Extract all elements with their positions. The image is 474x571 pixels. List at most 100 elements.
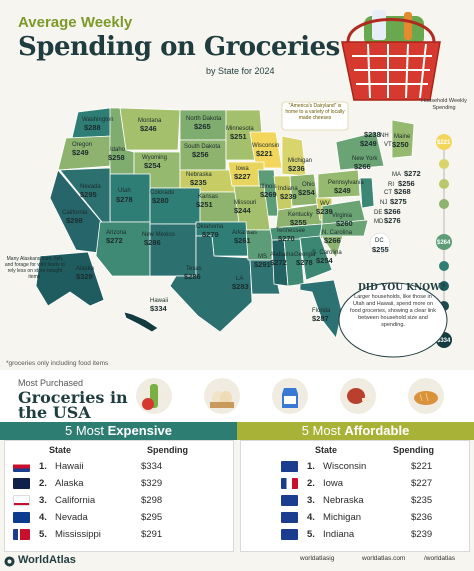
label-oklahoma: Oklahoma xyxy=(196,224,224,230)
value-iowa: $227 xyxy=(234,172,251,181)
label-washington: Washington xyxy=(82,117,113,123)
value-georgia: $278 xyxy=(296,258,313,267)
label-de: DE xyxy=(374,210,382,216)
state-florida xyxy=(299,279,343,339)
value-dc: $255 xyxy=(372,245,389,254)
value-michigan: $236 xyxy=(288,164,305,173)
state-new-york xyxy=(335,131,385,171)
label-kansas: Kansas xyxy=(198,194,218,200)
flag-california-icon xyxy=(13,495,30,506)
label-vt: VT xyxy=(384,142,392,148)
value-nh: $238 xyxy=(364,130,381,139)
col-spending: Spending xyxy=(393,445,434,455)
most-purchased-panel: Most Purchased Groceries in the USA xyxy=(0,370,474,422)
label-arizona: Arizona xyxy=(106,230,127,236)
state-nevada xyxy=(59,167,111,234)
label-kentucky: Kentucky xyxy=(288,212,313,218)
milk-icon xyxy=(272,378,308,414)
state-alaska xyxy=(35,251,105,307)
label-california: California xyxy=(62,210,88,216)
label-alabama: Alabama xyxy=(270,252,294,258)
value-north-dakota: $265 xyxy=(194,122,211,131)
value-nevada: $295 xyxy=(80,190,97,199)
legend-swatch xyxy=(436,234,452,250)
value-vt: $249 xyxy=(360,139,377,148)
most-purchased-label: Most Purchased xyxy=(18,378,84,388)
legend-max: $334 xyxy=(437,338,451,344)
table-row: 4. Michigan $236 xyxy=(281,510,474,526)
value-wyoming: $254 xyxy=(144,161,162,170)
table-row: 1. Wisconsin $221 xyxy=(281,459,474,475)
state-georgia xyxy=(299,235,333,281)
table-row: 3. California $298 xyxy=(13,493,233,509)
value-missouri: $244 xyxy=(234,206,252,215)
value-alabama: $272 xyxy=(270,258,287,267)
state-spending: $298 xyxy=(141,495,163,506)
value-florida: $287 xyxy=(312,314,329,323)
label-new-mexico: New Mexico xyxy=(142,232,175,238)
state-name: Indiana xyxy=(323,529,355,540)
worldatlas-logo-icon xyxy=(4,556,15,567)
value-maine: $250 xyxy=(392,140,409,149)
state-shapes xyxy=(35,107,415,339)
value-oklahoma: $279 xyxy=(202,230,219,239)
label-nj: NJ xyxy=(380,200,387,206)
label-texas: Texas xyxy=(186,266,202,272)
legend-swatch xyxy=(439,179,449,189)
value-de: $266 xyxy=(384,207,401,216)
value-arkansas: $261 xyxy=(234,236,251,245)
state-labels: Washington $288 Oregon $249 Idaho $258 M… xyxy=(62,116,421,323)
label-michigan: Michigan xyxy=(288,158,312,164)
label-nebraska: Nebraska xyxy=(186,172,212,178)
label-pennsylvania: Pennsylvania xyxy=(328,180,364,186)
value-minnesota: $251 xyxy=(230,132,247,141)
value-washington: $288 xyxy=(84,123,101,132)
label-alaska: Alaska xyxy=(76,266,95,272)
legend-swatch xyxy=(439,261,449,271)
did-you-know-title: DID YOU KNOW? xyxy=(358,283,445,293)
label-nh: NH xyxy=(380,133,389,139)
flag-indiana-icon xyxy=(281,529,298,540)
value-tennessee: $270 xyxy=(278,234,295,243)
value-pennsylvania: $249 xyxy=(334,186,351,195)
did-you-know: DID YOU KNOW? Larger households, like th… xyxy=(338,276,448,358)
basket-grid xyxy=(352,43,432,99)
value-kansas: $251 xyxy=(196,200,213,209)
label-wv: WV xyxy=(320,201,330,207)
table-row: 3. Nebraska $235 xyxy=(281,493,474,509)
website-link[interactable]: worldatlas.com xyxy=(362,555,406,562)
instagram-link[interactable]: worldatlasig xyxy=(300,555,335,562)
legend-swatch xyxy=(439,199,449,209)
facebook-link[interactable]: /worldatlas xyxy=(424,555,456,562)
state-spending: $329 xyxy=(141,478,163,489)
value-alaska: $329 xyxy=(76,272,93,281)
label-ct: CT xyxy=(384,190,392,196)
value-wisconsin: $221 xyxy=(256,149,273,158)
value-wv: $239 xyxy=(316,207,333,216)
value-mississippi: $291 xyxy=(254,260,271,269)
value-north-carolina: $266 xyxy=(324,236,341,245)
brand-logo[interactable]: WorldAtlas xyxy=(18,554,76,566)
rankings-tables: 5 Most Expensive 5 Most Affordable State… xyxy=(0,422,474,552)
value-texas: $286 xyxy=(184,272,201,281)
state-spending: $239 xyxy=(411,529,433,540)
label-north-dakota: North Dakota xyxy=(186,116,222,122)
eggs-icon xyxy=(204,378,240,414)
label-iowa: Iowa xyxy=(236,166,249,172)
state-spending: $334 xyxy=(141,461,163,472)
value-ct: $268 xyxy=(394,187,411,196)
state-montana xyxy=(119,107,181,151)
flag-hawaii-icon xyxy=(13,461,30,472)
value-louisiana: $283 xyxy=(232,282,249,291)
alaska-note: Many Alaskans hunt, fish, and forage for… xyxy=(5,256,65,280)
basket-handle xyxy=(346,18,436,43)
state-name: Hawaii xyxy=(55,461,84,472)
label-north-carolina: N. Carolina xyxy=(322,230,353,236)
label-missouri: Missouri xyxy=(234,200,256,206)
label-illinois: Illinois xyxy=(260,184,277,190)
legend-min: $221 xyxy=(437,140,451,146)
state-name: Alaska xyxy=(55,478,84,489)
value-ri: $256 xyxy=(398,179,415,188)
value-utah: $278 xyxy=(116,195,133,204)
